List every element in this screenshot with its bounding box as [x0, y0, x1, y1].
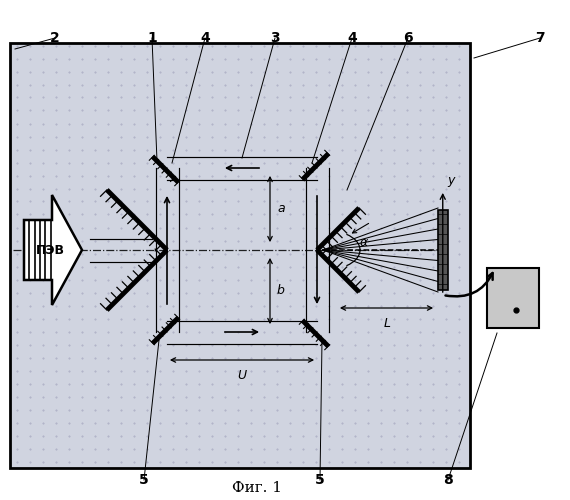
Bar — [10, 43, 470, 468]
Text: 1: 1 — [147, 31, 157, 45]
Text: a: a — [277, 202, 284, 215]
Polygon shape — [302, 320, 329, 347]
Polygon shape — [151, 156, 180, 184]
Text: ПЭВ: ПЭВ — [35, 244, 64, 256]
Text: y: y — [448, 174, 455, 187]
Text: U: U — [238, 369, 247, 382]
Text: L: L — [384, 317, 391, 330]
Text: b: b — [277, 284, 285, 298]
Bar — [438, 210, 447, 290]
Text: 4: 4 — [200, 31, 210, 45]
Text: 5: 5 — [315, 473, 325, 487]
Polygon shape — [302, 152, 329, 180]
Text: Фиг. 1: Фиг. 1 — [232, 481, 282, 495]
Text: 7: 7 — [535, 31, 545, 45]
Text: 6: 6 — [403, 31, 413, 45]
Text: 5: 5 — [139, 473, 149, 487]
Text: 4: 4 — [347, 31, 357, 45]
Bar — [487, 268, 539, 328]
Text: α: α — [360, 236, 368, 250]
Text: 3: 3 — [270, 31, 280, 45]
Polygon shape — [151, 316, 180, 344]
Text: 8: 8 — [443, 473, 453, 487]
Text: 2: 2 — [50, 31, 60, 45]
Polygon shape — [24, 195, 82, 305]
